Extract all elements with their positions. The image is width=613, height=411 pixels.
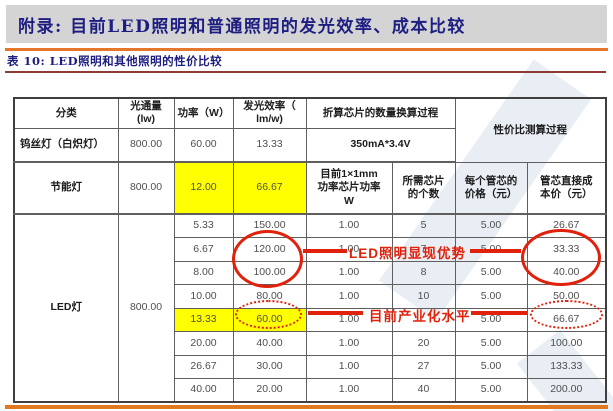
subheader-die-price-line1: 每个管芯的 [464,174,518,187]
red-line-industry-left [308,311,363,315]
header-efficiency-line1: 发光效率（ [243,100,296,113]
led-cell: 5.00 [454,284,528,309]
page-title: 附录: 目前LED照明和普通照明的发光效率、成本比较 [18,16,466,37]
led-cell: 5.00 [454,260,528,285]
header-efficiency-line2: lm/w) [256,113,283,126]
table-caption: 表 10: LED照明和其他照明的性价比较 [7,54,223,68]
led-cell: 30.00 [232,354,307,379]
led-cell: 5.00 [454,213,528,238]
led-row-4: 10.00 80.00 1.00 10 5.00 50.00 [14,284,607,309]
led-cell: 1.00 [305,284,393,309]
subheader-die-price-line2: 价格（元） [464,187,518,200]
led-cell: 133.33 [526,354,607,379]
subheader-chip-count: 所需芯片 的个数 [391,161,456,215]
led-cell: 8.00 [173,260,234,285]
header-flux-line2: (lw) [136,113,156,126]
header-efficiency: 发光效率（ lm/w) [232,97,307,129]
maroon-rule [5,71,606,73]
header-flux: 光通量 (lw) [117,97,175,129]
annotation-advantage-label: LED照明显现优势 [349,246,466,261]
subheader-die-cost: 管芯直接成 本价（元） [526,161,607,215]
tungsten-efficiency: 13.33 [232,127,307,163]
red-line-advantage-left [303,249,347,253]
header-price-calc: 性价比测算过程 [454,97,607,163]
led-row-7: 26.67 30.00 1.00 27 5.00 133.33 [14,354,607,379]
led-cell: 27 [391,354,456,379]
solid-ellipse-efficiency [232,230,303,288]
subheader-chip-count-line1: 所需芯片 [402,174,445,187]
header-category: 分类 [13,97,119,129]
dotted-ellipse-cost [530,300,603,329]
led-cell: 20.00 [232,378,307,403]
subheader-chip-power-line3: W [344,194,354,207]
subheader-chip-count-line2: 的个数 [407,188,440,200]
title-bar: 附录: 目前LED照明和普通照明的发光效率、成本比较 [6,5,607,43]
red-line-advantage-right [470,249,521,253]
energy-saving-label: 节能灯 [13,161,119,215]
annotation-industry-label: 目前产业化水平 [369,309,471,324]
tungsten-label: 钨丝灯（白炽灯） [13,127,119,163]
led-cell: 1.00 [305,331,393,356]
tungsten-conversion: 350mA*3.4V [305,127,456,163]
led-cell: 1.00 [305,354,393,379]
subheader-die-cost-line2: 本价（元） [540,187,593,200]
led-cell: 200.00 [526,378,607,403]
subheader-chip-power: 目前1×1mm 功率芯片功率 W [305,161,393,215]
led-cell: 40.00 [232,331,307,356]
tungsten-flux: 800.00 [117,127,175,163]
led-cell: 1.00 [305,213,393,238]
subheader-chip-power-line2: 功率芯片功率 [317,181,381,194]
dotted-ellipse-efficiency [235,300,302,329]
led-cell: 20.00 [173,331,234,356]
led-cell: 10 [391,284,456,309]
tungsten-power: 60.00 [173,127,234,163]
led-cell: 100.00 [526,331,607,356]
led-cell: 5 [391,213,456,238]
led-cell: 10.00 [173,284,234,309]
orange-rule-bottom [5,405,608,409]
led-cell: 6.67 [173,237,234,262]
led-cell: 8 [391,260,456,285]
energy-saving-row: 节能灯 800.00 12.00 66.67 目前1×1mm 功率芯片功率 W … [13,161,607,215]
led-cell: 1.00 [305,378,393,403]
led-row-1: LED灯 800.00 5.33 150.00 1.00 5 5.00 26.6… [13,213,607,403]
led-row-6: 20.00 40.00 1.00 20 5.00 100.00 [14,331,607,356]
led-cell: 5.33 [173,213,234,238]
led-cell-power-highlight: 13.33 [173,307,234,332]
tungsten-row: 钨丝灯（白炽灯） 800.00 60.00 13.33 350mA*3.4V [13,127,606,163]
red-line-industry-right [471,311,527,315]
led-flux: 800.00 [117,213,175,403]
subheader-die-price: 每个管芯的 价格（元） [454,161,528,215]
header-chip-conversion: 折算芯片的数量换算过程 [305,97,456,129]
header-row: 分类 光通量 (lw) 功率（W） 发光效率（ lm/w) 折算芯片的数量换算过… [13,97,607,163]
led-row-8: 40.00 20.00 1.00 40 5.00 200.00 [14,378,607,403]
energy-saving-power: 12.00 [173,161,234,215]
led-cell [391,307,456,332]
led-cell: 26.67 [173,354,234,379]
led-cell: 40.00 [173,378,234,403]
led-cell: 5.00 [454,331,528,356]
led-cell: 1.00 [305,260,393,285]
led-label: LED灯 [13,213,119,403]
solid-ellipse-cost [521,229,601,286]
led-cell: 5.00 [454,378,528,403]
energy-saving-efficiency: 66.67 [232,161,307,215]
comparison-table-wrapper: 分类 光通量 (lw) 功率（W） 发光效率（ lm/w) 折算芯片的数量换算过… [13,97,607,403]
led-cell: 5.00 [454,354,528,379]
header-flux-line1: 光通量 [130,100,162,113]
energy-saving-flux: 800.00 [117,161,175,215]
led-cell: 40 [391,378,456,403]
led-cell: 20 [391,331,456,356]
header-power: 功率（W） [173,97,234,129]
subheader-die-cost-line1: 管芯直接成 [540,174,593,187]
subheader-chip-power-line1: 目前1×1mm [320,168,378,181]
comparison-table: 分类 光通量 (lw) 功率（W） 发光效率（ lm/w) 折算芯片的数量换算过… [13,97,607,403]
orange-rule-top [5,48,608,51]
